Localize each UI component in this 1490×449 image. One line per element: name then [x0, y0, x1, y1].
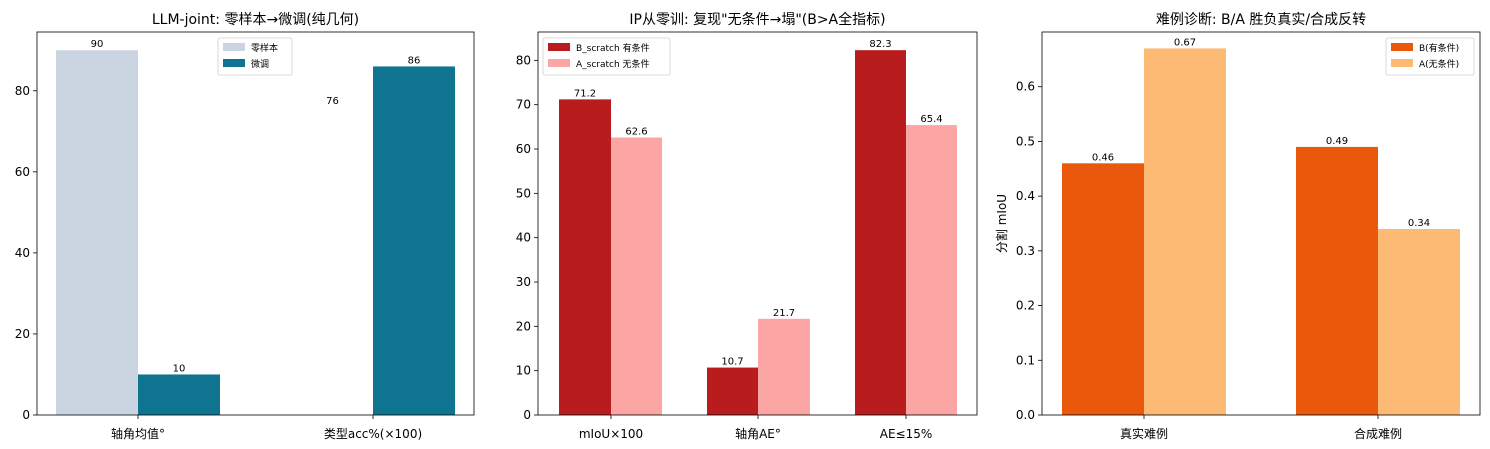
- bar-2-3: [906, 125, 957, 416]
- y-tick-label: 30: [516, 275, 531, 289]
- bar-1-1: [56, 50, 138, 415]
- data-label: 10.7: [721, 357, 743, 368]
- plot-frame: [1041, 31, 1481, 416]
- y-tick-label: 80: [516, 53, 531, 67]
- plot-frame: [537, 31, 978, 416]
- chart-title: 难例诊断: B/A 胜负真实/合成反转: [1156, 12, 1366, 28]
- chart-panel-3: 难例诊断: B/A 胜负真实/合成反转 0.46 0.49 0.67 0.34 0.0 0.…: [994, 12, 1481, 441]
- bar-2-2: [758, 318, 810, 415]
- legend-label: 微调: [251, 58, 269, 70]
- data-label: 82.3: [869, 39, 891, 50]
- legend-label: A_scratch 无条件: [576, 58, 650, 70]
- y-tick-label: 20: [516, 319, 531, 333]
- legend-box: [542, 37, 671, 76]
- data-label: 0.67: [1174, 37, 1196, 48]
- bar-2-1: [1144, 48, 1226, 416]
- data-label: 65.4: [920, 114, 942, 125]
- bar-2-1: [138, 374, 220, 415]
- legend-label: B(有条件): [1419, 42, 1459, 54]
- y-axis-label: 分割 mIoU: [994, 194, 1009, 253]
- bar-1-1: [559, 99, 611, 415]
- y-tick-label: 40: [15, 246, 30, 260]
- data-label: 76: [326, 96, 339, 107]
- plot-frame: [36, 31, 475, 416]
- data-label: 71.2: [574, 88, 596, 99]
- bar-1-3: [855, 50, 906, 415]
- y-tick-label: 70: [516, 98, 531, 112]
- x-tick-label: 合成难例: [1354, 426, 1402, 441]
- chart-title: LLM-joint: 零样本→微调(纯几何): [152, 12, 359, 28]
- chart-panel-1: LLM-joint: 零样本→微调(纯几何) 90 76 10 86 0 20 40 60 80 轴…: [15, 12, 475, 441]
- legend-label: B_scratch 有条件: [576, 42, 650, 54]
- y-tick-label: 0.1: [1016, 353, 1035, 367]
- x-tick-label: mIoU×100: [579, 427, 643, 441]
- y-tick-label: 0: [22, 408, 30, 422]
- bar-1-2: [707, 367, 758, 415]
- y-tick-label: 10: [516, 364, 531, 378]
- y-tick-label: 0.5: [1016, 134, 1035, 148]
- legend-swatch: [223, 59, 245, 67]
- data-label: 62.6: [625, 127, 647, 138]
- legend-swatch: [548, 59, 570, 67]
- y-tick-label: 0: [523, 408, 531, 422]
- y-tick-label: 0.6: [1016, 80, 1035, 94]
- bar-2-2: [1378, 228, 1460, 415]
- legend-label: A(无条件): [1419, 58, 1459, 70]
- data-label: 0.34: [1408, 218, 1430, 229]
- x-tick-label: AE≤15%: [880, 427, 933, 441]
- legend: B(有条件) A(无条件): [1385, 37, 1475, 76]
- data-label: 86: [408, 55, 421, 66]
- data-label: 0.46: [1092, 152, 1114, 163]
- y-tick-label: 0.0: [1016, 408, 1035, 422]
- x-tick-label: 轴角均值°: [111, 426, 165, 441]
- bar-2-1: [611, 137, 662, 415]
- x-tick-label: 真实难例: [1120, 426, 1168, 441]
- x-tick-label: 类型acc%(×100): [324, 427, 422, 441]
- data-label: 90: [91, 39, 104, 50]
- legend-swatch: [223, 43, 245, 51]
- y-tick-label: 50: [516, 186, 531, 200]
- y-tick-label: 80: [15, 84, 30, 98]
- y-tick-label: 20: [15, 327, 30, 341]
- bar-2-2: [373, 66, 455, 415]
- chart-panel-2: IP从零训: 复现"无条件→塌"(B>A全指标) 71.2 10.7 82.3 62.6…: [516, 11, 978, 441]
- data-label: 0.49: [1326, 136, 1348, 147]
- y-tick-label: 0.4: [1016, 189, 1035, 203]
- chart-title: IP从零训: 复现"无条件→塌"(B>A全指标): [629, 11, 885, 28]
- legend-label: 零样本: [251, 42, 278, 54]
- bar-1-2: [1296, 146, 1378, 415]
- legend-swatch: [1391, 59, 1413, 67]
- data-label: 10: [173, 363, 186, 374]
- y-tick-label: 40: [516, 231, 531, 245]
- bar-1-1: [1062, 163, 1144, 415]
- y-tick-label: 60: [516, 142, 531, 156]
- data-label: 21.7: [773, 308, 795, 319]
- y-tick-label: 0.3: [1016, 244, 1035, 258]
- legend-swatch: [1391, 43, 1413, 51]
- y-tick-label: 0.2: [1016, 299, 1035, 313]
- legend: B_scratch 有条件 A_scratch 无条件: [542, 37, 671, 76]
- y-tick-label: 60: [15, 165, 30, 179]
- x-tick-label: 轴角AE°: [735, 426, 781, 441]
- legend-swatch: [548, 43, 570, 51]
